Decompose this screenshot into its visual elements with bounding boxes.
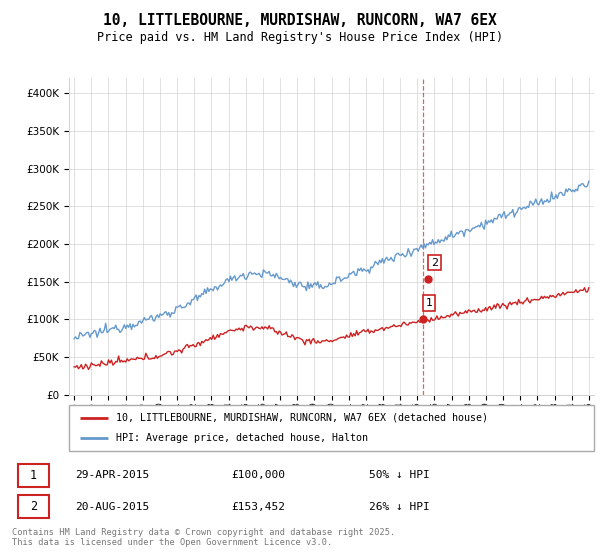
Text: 10, LITTLEBOURNE, MURDISHAW, RUNCORN, WA7 6EX: 10, LITTLEBOURNE, MURDISHAW, RUNCORN, WA… — [103, 13, 497, 28]
Text: 1: 1 — [30, 469, 37, 482]
Text: Contains HM Land Registry data © Crown copyright and database right 2025.
This d: Contains HM Land Registry data © Crown c… — [12, 528, 395, 547]
Text: Price paid vs. HM Land Registry's House Price Index (HPI): Price paid vs. HM Land Registry's House … — [97, 31, 503, 44]
Text: 10, LITTLEBOURNE, MURDISHAW, RUNCORN, WA7 6EX (detached house): 10, LITTLEBOURNE, MURDISHAW, RUNCORN, WA… — [116, 413, 488, 423]
Text: 29-APR-2015: 29-APR-2015 — [76, 470, 149, 480]
Text: £153,452: £153,452 — [231, 502, 285, 512]
Text: 50% ↓ HPI: 50% ↓ HPI — [369, 470, 430, 480]
Text: HPI: Average price, detached house, Halton: HPI: Average price, detached house, Halt… — [116, 433, 368, 443]
Bar — [18, 464, 49, 487]
Bar — [18, 495, 49, 519]
Text: £100,000: £100,000 — [231, 470, 285, 480]
Text: 2: 2 — [431, 258, 438, 268]
Text: 26% ↓ HPI: 26% ↓ HPI — [369, 502, 430, 512]
Text: 2: 2 — [30, 500, 37, 514]
Text: 1: 1 — [425, 298, 433, 308]
Text: 20-AUG-2015: 20-AUG-2015 — [76, 502, 149, 512]
